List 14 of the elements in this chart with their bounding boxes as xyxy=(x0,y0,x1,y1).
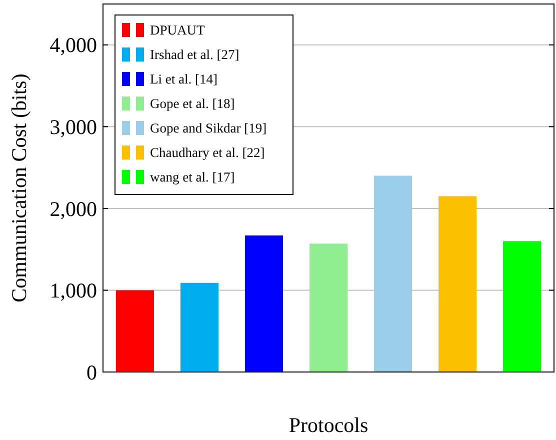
legend-label: wang et al. [17] xyxy=(150,170,235,185)
y-tick-label: 0 xyxy=(86,360,97,384)
y-tick-label: 3,000 xyxy=(50,115,97,140)
y-tick-label: 4,000 xyxy=(50,33,97,58)
legend-label: Gope et al. [18] xyxy=(150,96,235,112)
legend-label: Irshad et al. [27] xyxy=(150,47,240,62)
x-axis-title: Protocols xyxy=(288,413,368,437)
legend-label: Chaudhary et al. [22] xyxy=(150,145,265,160)
y-tick-label: 2,000 xyxy=(50,196,97,221)
legend-label: Li et al. [14] xyxy=(150,72,218,87)
legend-label: DPUAUT xyxy=(150,22,206,38)
y-axis-title: Communication Cost (bits) xyxy=(7,74,31,302)
legend-label: Gope and Sikdar [19] xyxy=(150,120,267,136)
y-tick-label: 1,000 xyxy=(50,278,97,303)
